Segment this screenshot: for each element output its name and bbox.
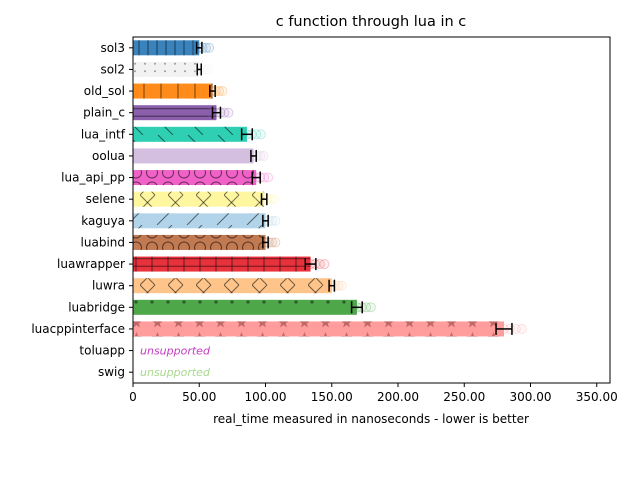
bar-pattern-sol2 <box>133 61 200 77</box>
bar-group-toluapp: unsupported <box>140 345 211 358</box>
y-tick-label-toluapp: toluapp <box>79 344 125 358</box>
x-tick-label: 0 <box>129 390 137 404</box>
bar-group-luwra <box>133 278 347 294</box>
bar-group-luabind <box>133 234 281 250</box>
bar-pattern-lua_intf <box>133 126 247 142</box>
sample-point <box>255 129 266 140</box>
bar-group-selene <box>133 191 280 207</box>
bar-pattern-plain_c <box>133 105 217 121</box>
x-axis-label: real_time measured in nanoseconds - lowe… <box>213 412 529 426</box>
y-tick-label-oolua: oolua <box>92 149 125 163</box>
sample-point <box>270 215 281 226</box>
y-tick-label-old_sol: old_sol <box>84 84 125 98</box>
bar-oolua <box>133 148 254 164</box>
bar-group-sol2 <box>133 61 214 77</box>
x-tick-label: 50.00 <box>182 390 216 404</box>
sample-point <box>217 86 228 96</box>
error-bar-selene <box>260 193 268 206</box>
x-tick-label: 100.00 <box>245 390 287 404</box>
bar-pattern-kaguya <box>133 213 266 229</box>
x-tick-label: 150.00 <box>311 390 353 404</box>
x-tick-label: 300.00 <box>510 390 552 404</box>
bar-pattern-luwra <box>133 278 332 294</box>
bar-group-swig: unsupported <box>140 366 211 379</box>
error-bar-sol3 <box>195 41 203 54</box>
error-bar-luabridge <box>350 301 363 314</box>
axes-layer: 0 50.00 100.00 150.00 200.00 250.00 300.00 350.… <box>31 36 618 404</box>
bar-group-luacppinterface <box>133 321 527 337</box>
x-tick-label: 250.00 <box>443 390 485 404</box>
y-tick-label-luacppinterface: luacppinterface <box>31 322 125 336</box>
sample-point <box>336 280 347 291</box>
error-bar-sol2 <box>196 63 202 76</box>
y-tick-label-plain_c: plain_c <box>83 106 125 120</box>
bar-pattern-luabridge <box>133 299 357 315</box>
bar-pattern-selene <box>133 191 265 207</box>
bar-group-lua_api_pp <box>133 170 274 186</box>
bar-pattern-luawrapper <box>133 256 311 272</box>
sample-point <box>203 64 214 75</box>
sample-point <box>319 259 330 269</box>
bar-group-old_sol <box>133 83 228 99</box>
bar-group-kaguya <box>133 213 281 229</box>
y-tick-label-luabridge: luabridge <box>68 300 125 314</box>
x-tick-label: 350.00 <box>576 390 618 404</box>
sample-point <box>269 194 280 205</box>
x-tick-label: 200.00 <box>377 390 419 404</box>
y-tick-label-selene: selene <box>86 192 125 206</box>
plot-frame <box>132 36 611 384</box>
error-bar-luacppinterface <box>495 322 513 335</box>
unsupported-label-toluapp: unsupported <box>140 345 211 358</box>
error-bar-old_sol <box>209 85 216 98</box>
bar-pattern-luabind <box>133 234 266 250</box>
unsupported-label-swig: unsupported <box>140 366 211 379</box>
error-bar-luwra <box>328 279 336 292</box>
bar-pattern-sol3 <box>133 40 200 56</box>
bar-group-sol3 <box>133 40 215 56</box>
bar-group-plain_c <box>133 105 234 121</box>
sample-point <box>263 172 274 183</box>
bar-pattern-lua_api_pp <box>133 170 257 186</box>
bar-pattern-old_sol <box>133 83 213 99</box>
y-tick-label-sol2: sol2 <box>100 62 125 76</box>
y-tick-label-swig: swig <box>98 365 125 379</box>
chart-title: c function through lua in c <box>276 14 467 30</box>
y-tick-label-luawrapper: luawrapper <box>57 257 125 271</box>
y-tick-label-lua_api_pp: lua_api_pp <box>61 171 125 185</box>
y-tick-label-luwra: luwra <box>92 279 125 293</box>
bars-layer: unsupported unsupported <box>133 40 527 379</box>
bar-group-luabridge <box>133 299 376 315</box>
sample-point <box>223 107 234 118</box>
error-bar-luabind <box>262 236 269 249</box>
error-bar-oolua <box>250 149 257 162</box>
sample-point <box>270 237 281 248</box>
bar-group-oolua <box>133 148 269 164</box>
y-tick-label-luabind: luabind <box>81 235 125 249</box>
error-bar-lua_api_pp <box>251 171 261 184</box>
bar-group-lua_intf <box>133 126 266 142</box>
error-bar-kaguya <box>262 214 269 227</box>
sample-point <box>258 151 269 161</box>
bar-group-luawrapper <box>133 256 330 272</box>
bar-pattern-luacppinterface <box>133 321 504 337</box>
sample-point <box>204 42 215 53</box>
y-tick-label-lua_intf: lua_intf <box>81 127 126 141</box>
error-bar-lua_intf <box>240 128 253 141</box>
y-tick-label-sol3: sol3 <box>100 41 125 55</box>
error-bar-plain_c <box>211 106 222 119</box>
sample-point <box>365 302 376 313</box>
y-tick-label-kaguya: kaguya <box>81 214 125 228</box>
sample-point <box>516 324 527 334</box>
error-bar-luawrapper <box>304 258 317 271</box>
